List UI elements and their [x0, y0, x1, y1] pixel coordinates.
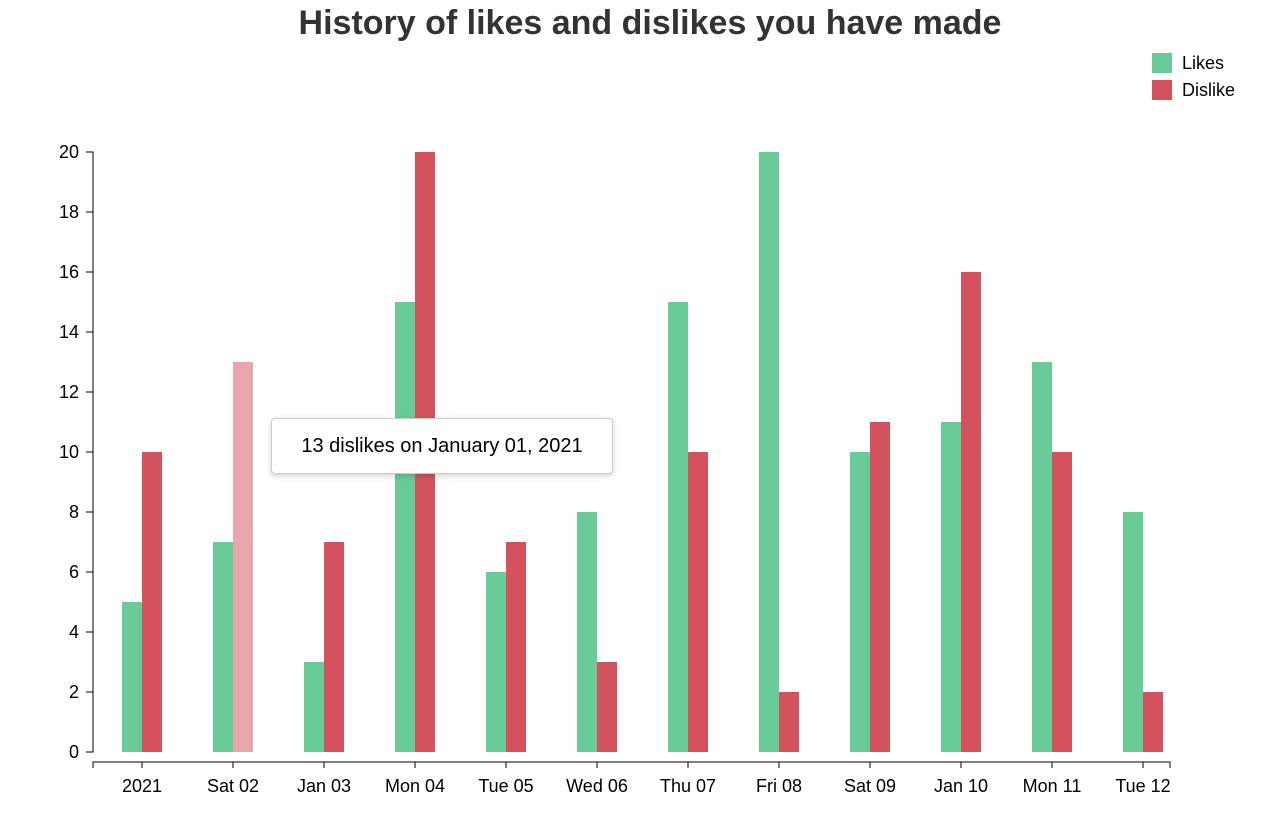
bar-dislike-4[interactable] [506, 542, 526, 752]
x-tick-label: Wed 06 [566, 776, 628, 796]
bar-dislike-0[interactable] [142, 452, 162, 752]
bar-dislike-7[interactable] [779, 692, 799, 752]
y-tick-label: 10 [59, 442, 79, 462]
y-tick-label: 2 [69, 682, 79, 702]
bar-likes-3[interactable] [395, 302, 415, 752]
y-tick-label: 16 [59, 262, 79, 282]
bar-likes-11[interactable] [1123, 512, 1143, 752]
bar-likes-10[interactable] [1032, 362, 1052, 752]
x-tick-label: Sat 09 [844, 776, 896, 796]
bar-dislike-9[interactable] [961, 272, 981, 752]
bar-dislike-1[interactable] [233, 362, 253, 752]
bars-group [122, 152, 1163, 752]
x-tick-label: Sat 02 [207, 776, 259, 796]
bar-dislike-11[interactable] [1143, 692, 1163, 752]
x-tick-label: Thu 07 [660, 776, 716, 796]
y-tick-label: 4 [69, 622, 79, 642]
tooltip: 13 dislikes on January 01, 2021 [271, 418, 613, 474]
x-tick-label: Fri 08 [756, 776, 802, 796]
bar-dislike-6[interactable] [688, 452, 708, 752]
legend-swatch-likes [1152, 53, 1172, 73]
legend-label-dislike: Dislike [1182, 80, 1235, 100]
y-tick-label: 0 [69, 742, 79, 762]
x-tick-label: Jan 10 [934, 776, 988, 796]
y-tick-label: 14 [59, 322, 79, 342]
x-tick-label: Jan 03 [297, 776, 351, 796]
bar-likes-6[interactable] [668, 302, 688, 752]
bar-likes-1[interactable] [213, 542, 233, 752]
legend-swatch-dislike [1152, 80, 1172, 100]
bar-likes-8[interactable] [850, 452, 870, 752]
x-tick-label: Mon 04 [385, 776, 445, 796]
bar-dislike-8[interactable] [870, 422, 890, 752]
bar-likes-7[interactable] [759, 152, 779, 752]
x-axis: 2021 Sat 02 Jan 03 Mon 04 Tue 05 Wed 06 Thu 07… [92, 761, 1171, 796]
y-tick-label: 8 [69, 502, 79, 522]
bar-dislike-2[interactable] [324, 542, 344, 752]
bar-likes-4[interactable] [486, 572, 506, 752]
bar-likes-0[interactable] [122, 602, 142, 752]
x-tick-label: 2021 [122, 776, 162, 796]
y-tick-label: 12 [59, 382, 79, 402]
bar-dislike-5[interactable] [597, 662, 617, 752]
y-tick-label: 20 [59, 142, 79, 162]
bar-likes-5[interactable] [577, 512, 597, 752]
x-axis-line [92, 761, 1171, 768]
y-tick-label: 18 [59, 202, 79, 222]
chart-title: History of likes and dislikes you have m… [298, 4, 1002, 42]
bar-likes-9[interactable] [941, 422, 961, 752]
x-tick-label: Tue 05 [478, 776, 533, 796]
legend: Likes Dislike [1152, 53, 1235, 100]
x-tick-label: Tue 12 [1115, 776, 1170, 796]
y-tick-label: 6 [69, 562, 79, 582]
x-tick-label: Mon 11 [1023, 776, 1082, 796]
bar-likes-2[interactable] [304, 662, 324, 752]
bar-dislike-10[interactable] [1052, 452, 1072, 752]
legend-label-likes: Likes [1182, 53, 1224, 73]
y-axis: 0 2 4 6 8 10 12 14 16 18 20 [59, 142, 94, 762]
